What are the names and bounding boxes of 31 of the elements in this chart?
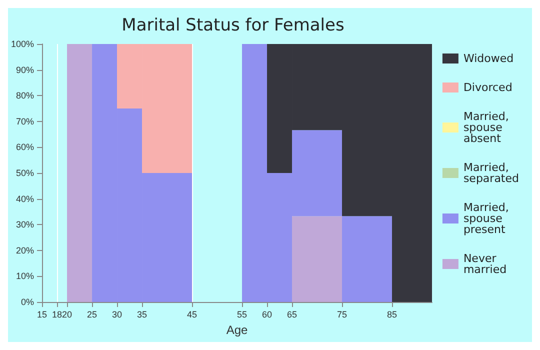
y-tick-label: 40% [16, 194, 34, 204]
legend-label: Divorced [463, 81, 512, 94]
x-axis-title: Age [226, 323, 248, 337]
x-tick-label: 35 [137, 310, 148, 320]
x-tick-label: 85 [386, 310, 398, 320]
x-tick-label: 45 [187, 310, 198, 320]
y-tick-label: 20% [16, 245, 34, 256]
y-tick-label: 100% [10, 39, 34, 49]
legend-label: Never married [463, 252, 507, 276]
x-tick-label: 60 [262, 310, 272, 320]
x-tick-label: 75 [336, 310, 348, 320]
y-tick-label: 90% [16, 64, 34, 75]
x-tick-label: 30 [112, 310, 122, 320]
legend-label: Married, spouse absent [463, 110, 512, 145]
x-tick-label: 25 [87, 310, 98, 320]
x-tick-label: 20 [62, 310, 72, 320]
legend-label: Widowed [463, 52, 514, 65]
x-tick-label: 55 [237, 310, 248, 320]
chart-title: Marital Status for Females [122, 16, 344, 36]
y-tick-label: 60% [16, 142, 34, 152]
y-tick-label: 50% [16, 168, 34, 178]
y-tick-label: 80% [16, 90, 34, 101]
x-tick-label: 65 [287, 310, 298, 320]
x-tick-label: 18 [52, 310, 62, 320]
legend-label: Married, separated [463, 161, 520, 185]
x-tick-label: 15 [37, 310, 48, 320]
y-tick-label: 0% [21, 297, 34, 307]
y-tick-label: 30% [16, 220, 34, 230]
y-tick-label: 10% [16, 271, 34, 282]
y-tick-label: 70% [16, 116, 34, 126]
legend-label: Married, spouse present [463, 201, 512, 236]
